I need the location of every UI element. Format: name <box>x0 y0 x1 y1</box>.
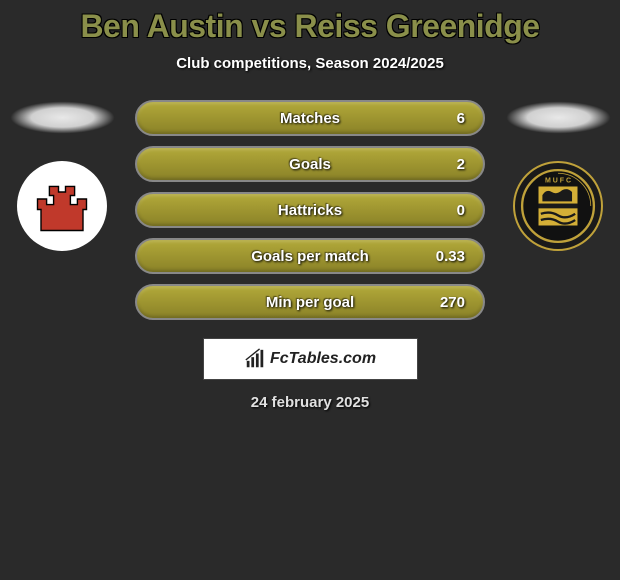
comparison-card: Ben Austin vs Reiss Greenidge Club compe… <box>0 0 620 411</box>
stat-label: Min per goal <box>266 294 354 311</box>
page-title: Ben Austin vs Reiss Greenidge <box>0 8 620 45</box>
right-player-col: M U F C <box>503 100 613 251</box>
stat-value: 2 <box>457 156 465 173</box>
left-club-badge[interactable] <box>17 161 107 251</box>
tower-crest-icon <box>27 171 97 241</box>
svg-text:M U F C: M U F C <box>545 178 571 185</box>
stat-label: Goals per match <box>251 248 369 265</box>
mufc-crest-icon: M U F C <box>519 167 597 245</box>
main-row: Matches 6 Goals 2 Hattricks 0 Goals per … <box>0 100 620 320</box>
player-silhouette-right <box>506 100 611 135</box>
chart-icon <box>244 348 266 370</box>
stat-label: Matches <box>280 110 340 127</box>
right-club-badge[interactable]: M U F C <box>513 161 603 251</box>
stat-bar-goals-per-match: Goals per match 0.33 <box>135 238 485 274</box>
stat-label: Hattricks <box>278 202 342 219</box>
brand-link[interactable]: FcTables.com <box>203 338 418 380</box>
stats-column: Matches 6 Goals 2 Hattricks 0 Goals per … <box>135 100 485 320</box>
player-silhouette-left <box>10 100 115 135</box>
stat-bar-matches: Matches 6 <box>135 100 485 136</box>
stat-label: Goals <box>289 156 331 173</box>
left-player-col <box>7 100 117 251</box>
stat-bar-hattricks: Hattricks 0 <box>135 192 485 228</box>
stat-value: 270 <box>440 294 465 311</box>
subtitle: Club competitions, Season 2024/2025 <box>0 55 620 72</box>
stat-bar-goals: Goals 2 <box>135 146 485 182</box>
stat-bar-min-per-goal: Min per goal 270 <box>135 284 485 320</box>
stat-value: 0 <box>457 202 465 219</box>
stat-value: 0.33 <box>436 248 465 265</box>
stat-value: 6 <box>457 110 465 127</box>
brand-text: FcTables.com <box>270 350 376 368</box>
date-line: 24 february 2025 <box>0 394 620 411</box>
